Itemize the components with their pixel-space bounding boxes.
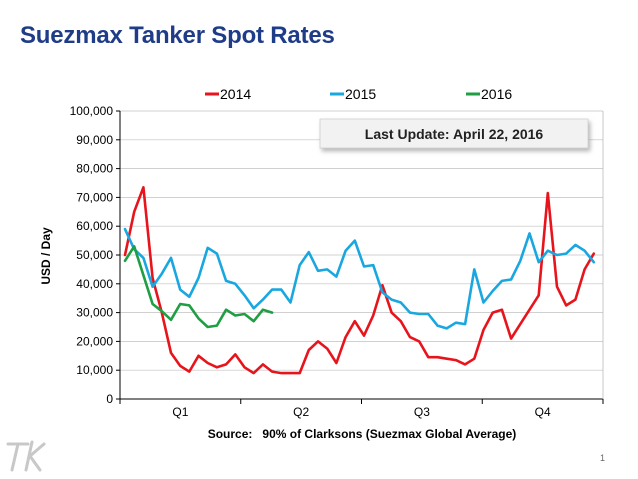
- y-tick-label: 80,000: [76, 162, 113, 176]
- page-title: Suezmax Tanker Spot Rates: [20, 22, 335, 49]
- legend: 2014 2015 2016: [205, 86, 512, 102]
- page-number: 1: [600, 453, 606, 463]
- x-axis-ticks: Q1 Q2 Q3 Q4: [119, 399, 604, 419]
- y-axis-ticks: 0 10,000 20,000 30,000 40,000 50,000 60,000 70,…: [70, 104, 120, 406]
- legend-label-2016: 2016: [481, 86, 512, 102]
- last-update-label: Last Update: April 22, 2016: [365, 126, 544, 142]
- y-tick-label: 0: [106, 392, 113, 406]
- legend-label-2015: 2015: [345, 86, 376, 102]
- series-lines: [123, 186, 596, 375]
- y-tick-label: 50,000: [76, 248, 113, 262]
- y-tick-label: 70,000: [76, 190, 113, 204]
- y-tick-label: 60,000: [76, 219, 113, 233]
- y-tick-label: 40,000: [76, 277, 113, 291]
- x-tick-label: Q2: [293, 405, 309, 419]
- y-tick-label: 20,000: [76, 334, 113, 348]
- x-tick-label: Q1: [172, 405, 188, 419]
- series-line-2014: [123, 186, 596, 375]
- y-tick-label: 30,000: [76, 306, 113, 320]
- series-line-2016: [123, 245, 274, 329]
- x-tick-label: Q3: [414, 405, 430, 419]
- legend-label-2014: 2014: [220, 86, 251, 102]
- y-tick-label: 100,000: [70, 104, 114, 118]
- company-logo: TK: [6, 440, 46, 472]
- y-tick-label: 10,000: [76, 363, 113, 377]
- last-update-box: Last Update: April 22, 2016: [319, 118, 589, 149]
- y-axis-label: USD / Day: [39, 227, 53, 285]
- x-axis-source-label: Source: 90% of Clarksons (Suezmax Global…: [208, 427, 517, 441]
- gridlines: [120, 110, 603, 371]
- x-tick-label: Q4: [535, 405, 551, 419]
- series-line-2015: [123, 227, 596, 330]
- y-tick-label: 90,000: [76, 133, 113, 147]
